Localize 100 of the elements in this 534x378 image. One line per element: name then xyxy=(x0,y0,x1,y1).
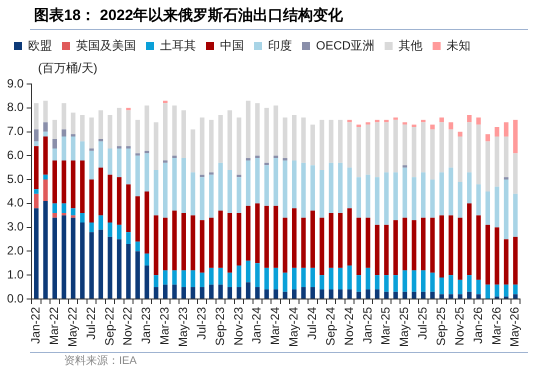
bar xyxy=(34,141,39,146)
bar xyxy=(80,160,85,213)
bar xyxy=(116,148,122,178)
bar xyxy=(209,218,214,268)
bar xyxy=(402,218,408,270)
bar xyxy=(200,287,204,298)
bar xyxy=(430,218,435,273)
bar xyxy=(448,294,454,298)
bar xyxy=(420,292,426,298)
x-tick-label: Mar-25 xyxy=(378,306,393,345)
bar xyxy=(476,117,481,125)
bar xyxy=(98,141,104,168)
bar xyxy=(43,174,48,180)
bar xyxy=(485,191,490,225)
bar xyxy=(62,215,66,298)
bar xyxy=(412,220,416,270)
bar xyxy=(89,232,94,298)
bar xyxy=(43,201,48,298)
bar xyxy=(264,268,269,290)
bar xyxy=(144,191,150,254)
bar xyxy=(172,284,177,298)
bar xyxy=(338,212,343,268)
bar xyxy=(366,122,370,125)
bar xyxy=(108,148,112,175)
x-tick-label: May-23 xyxy=(176,306,190,347)
bar xyxy=(420,218,426,270)
bar xyxy=(448,275,454,294)
bar xyxy=(347,289,352,298)
bar xyxy=(356,275,362,292)
bar xyxy=(412,292,416,298)
x-tick-label: May-24 xyxy=(286,306,301,347)
bar xyxy=(458,136,462,182)
bar xyxy=(227,272,232,288)
bar xyxy=(476,215,481,280)
y-tick-label: 9.0 xyxy=(6,76,24,90)
bar xyxy=(356,177,362,218)
x-tick-label: Jan-25 xyxy=(360,306,374,344)
bar xyxy=(80,222,85,298)
bar xyxy=(98,168,104,216)
bar xyxy=(282,272,288,292)
bar xyxy=(190,270,196,288)
bar xyxy=(458,132,462,137)
bar xyxy=(200,220,204,273)
bar xyxy=(384,275,389,292)
bar xyxy=(430,129,435,180)
bar xyxy=(181,110,186,158)
bar xyxy=(34,129,39,142)
bar xyxy=(163,100,168,104)
bar xyxy=(301,117,306,163)
bar xyxy=(255,158,260,204)
bar xyxy=(190,215,196,270)
bar xyxy=(412,270,416,292)
bar xyxy=(144,153,150,192)
bar xyxy=(126,110,131,146)
bar xyxy=(172,158,177,211)
bar xyxy=(494,284,500,297)
bar xyxy=(310,210,315,268)
bar xyxy=(172,156,177,158)
bar xyxy=(52,120,57,139)
bar xyxy=(513,153,518,194)
bar xyxy=(393,220,398,276)
bar xyxy=(34,146,39,190)
bar xyxy=(448,215,454,276)
y-tick-label: 4.0 xyxy=(6,196,24,210)
bar xyxy=(34,103,39,130)
bar xyxy=(209,268,214,285)
legend-label: 英国及美国 xyxy=(76,38,136,52)
x-tick-label: Mar-23 xyxy=(158,306,172,345)
bar xyxy=(485,141,490,192)
bar xyxy=(163,162,168,218)
bar xyxy=(282,160,288,218)
bar xyxy=(402,168,408,218)
bar xyxy=(34,189,39,194)
bar xyxy=(200,117,204,175)
bar xyxy=(70,218,76,298)
bar xyxy=(504,180,508,240)
bar xyxy=(43,122,48,132)
bar xyxy=(374,289,380,298)
y-tick-label: 8.0 xyxy=(6,100,24,114)
x-tick-label: Nov-24 xyxy=(342,306,356,346)
bar xyxy=(154,122,158,170)
x-tick-label: Sep-24 xyxy=(323,306,338,346)
bar xyxy=(255,203,260,264)
bar xyxy=(292,268,297,290)
bar xyxy=(255,287,260,298)
y-tick-label: 3.0 xyxy=(6,220,24,234)
x-tick-label: Sep-25 xyxy=(434,306,448,346)
bar xyxy=(43,180,48,202)
bar xyxy=(135,120,140,154)
bar xyxy=(374,224,380,276)
bar xyxy=(347,266,352,290)
bar xyxy=(190,172,196,216)
bar xyxy=(402,292,408,298)
bar xyxy=(366,124,370,175)
bar xyxy=(264,206,269,268)
bar xyxy=(209,284,214,298)
bar xyxy=(70,215,76,218)
bar xyxy=(292,115,297,160)
bar xyxy=(246,206,250,261)
bar xyxy=(236,266,242,288)
